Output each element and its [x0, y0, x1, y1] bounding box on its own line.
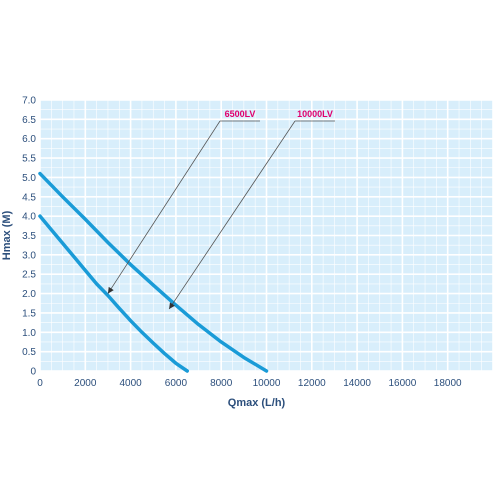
x-tick-label: 16000 — [388, 378, 416, 389]
y-tick-label: 5.5 — [22, 154, 36, 165]
callout-arrowhead — [169, 302, 175, 310]
x-tick-label: 0 — [37, 378, 43, 389]
grid-lines — [39, 99, 494, 372]
y-axis-ticks: 0 0.5 1.0 1.5 2.0 2.5 3.0 3.5 4.0 4.5 5.0 5.5 6.0 6.5… — [22, 96, 36, 378]
series-group — [38, 171, 269, 373]
x-axis-ticks: 0 2000 4000 6000 8000 10000 12000 14000 16000 180… — [37, 378, 462, 389]
x-tick-label: 18000 — [434, 378, 462, 389]
x-tick-label: 12000 — [298, 378, 326, 389]
callout-leader-line — [168, 120, 296, 310]
callout-label-10000lv: 10000LV — [297, 109, 333, 119]
y-tick-label: 1.5 — [22, 308, 36, 319]
x-tick-label: 2000 — [74, 378, 97, 389]
x-tick-label: 6000 — [165, 378, 188, 389]
y-tick-label: 0 — [30, 367, 36, 378]
x-axis-label: Qmax (L/h) — [228, 397, 286, 409]
y-tick-label: 4.0 — [22, 212, 36, 223]
y-tick-label: 2.5 — [22, 270, 36, 281]
y-tick-label: 4.5 — [22, 192, 36, 203]
callout-group: 6500LV 10000LV — [107, 109, 335, 310]
y-tick-label: 2.0 — [22, 289, 36, 300]
x-tick-label: 14000 — [343, 378, 371, 389]
y-tick-label: 3.0 — [22, 250, 36, 261]
y-tick-label: 5.0 — [22, 173, 36, 184]
y-tick-label: 3.5 — [22, 231, 36, 242]
y-tick-label: 1.0 — [22, 328, 36, 339]
callout-label-6500lv: 6500LV — [225, 109, 256, 119]
y-tick-label: 6.0 — [22, 134, 36, 145]
callout-arrowhead — [107, 286, 114, 294]
series-line-10000lv — [38, 171, 269, 373]
callout-leader-line — [107, 120, 221, 294]
x-tick-label: 10000 — [253, 378, 281, 389]
y-tick-label: 6.5 — [22, 115, 36, 126]
y-tick-label: 0.5 — [22, 347, 36, 358]
y-axis-label: Hmax (M) — [1, 210, 13, 260]
y-tick-label: 7.0 — [22, 96, 36, 107]
x-tick-label: 8000 — [210, 378, 233, 389]
x-tick-label: 4000 — [119, 378, 142, 389]
series-line-6500lv — [38, 214, 189, 373]
